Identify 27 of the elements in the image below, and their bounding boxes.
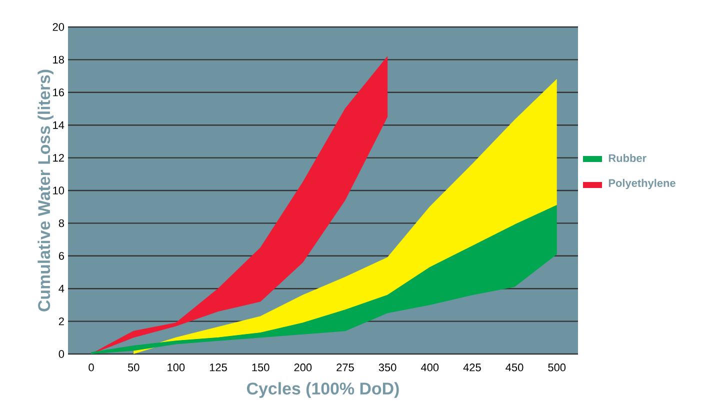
y-tick-label: 12 — [53, 154, 64, 162]
legend-label: Polyethylene — [608, 178, 676, 190]
x-tick-label: 50 — [128, 364, 140, 372]
legend-label: Rubber — [608, 154, 646, 162]
x-tick-label: 425 — [463, 364, 481, 372]
x-axis-title: Cycles (100% DoD) — [246, 382, 399, 398]
x-tick-label: 0 — [88, 364, 94, 372]
y-tick-label: 6 — [58, 252, 64, 260]
x-tick-label: 200 — [294, 364, 312, 372]
y-tick-label: 14 — [53, 121, 64, 129]
x-tick-label: 400 — [420, 364, 439, 372]
y-tick-label: 18 — [53, 56, 64, 64]
y-tick-label: 8 — [58, 219, 64, 228]
y-tick-label: 4 — [58, 284, 64, 292]
y-tick-label: 2 — [58, 317, 64, 326]
y-tick-label: 20 — [52, 23, 64, 31]
x-tick-label: 275 — [336, 364, 354, 372]
y-tick-label: 10 — [53, 186, 64, 194]
y-axis-title: Cumulative Water Loss (liters) — [38, 70, 54, 312]
x-tick-label: 150 — [252, 364, 270, 372]
x-tick-label: 125 — [210, 364, 227, 372]
x-tick-label: 500 — [548, 364, 566, 372]
x-tick-label: 350 — [378, 364, 396, 372]
y-tick-label: 16 — [53, 88, 64, 96]
x-tick-label: 450 — [506, 364, 524, 372]
y-tick-label: 0 — [58, 350, 64, 358]
x-tick-label: 100 — [168, 364, 185, 372]
